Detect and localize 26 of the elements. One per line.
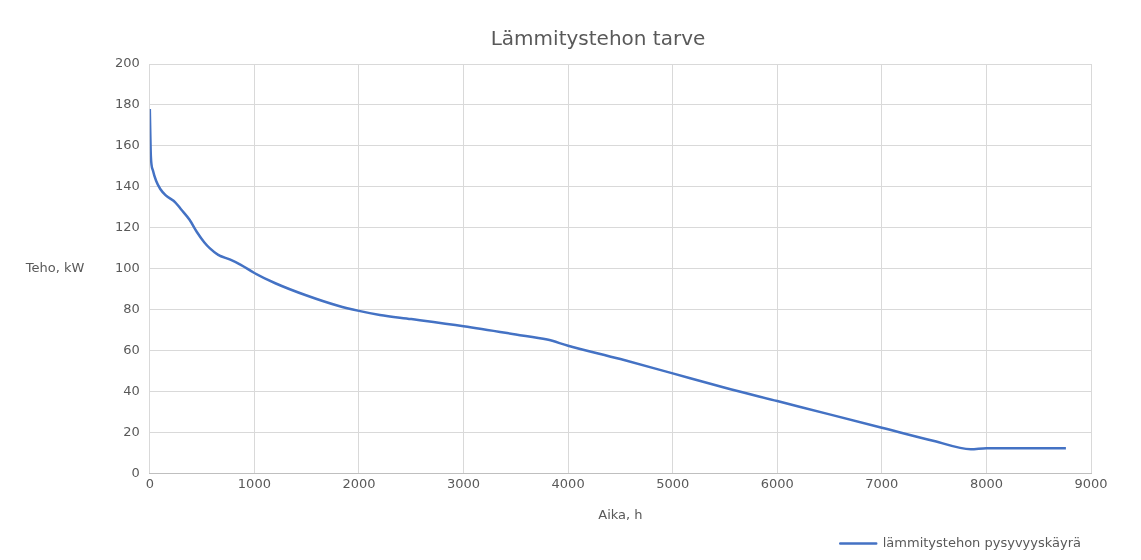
- y-tick-label: 80: [123, 301, 140, 317]
- x-tick-label: 6000: [760, 475, 794, 491]
- y-tick-label: 180: [114, 96, 140, 112]
- y-tick-label: 200: [114, 55, 140, 71]
- y-tick-label: 160: [114, 137, 140, 153]
- x-tick-label: 0: [145, 475, 154, 491]
- x-tick-label: 5000: [656, 475, 690, 491]
- x-tick-label: 7000: [865, 475, 899, 491]
- x-tick-label: 9000: [1074, 475, 1108, 491]
- chart-title: Lämmitystehon tarve: [490, 26, 706, 51]
- x-tick-label: 3000: [447, 475, 481, 491]
- y-tick-label: 60: [123, 342, 140, 358]
- y-tick-label: 100: [114, 260, 140, 276]
- x-tick-label: 2000: [342, 475, 376, 491]
- y-tick-label: 20: [123, 424, 140, 440]
- line-series: [149, 107, 1068, 451]
- y-tick-label: 0: [131, 465, 140, 481]
- x-axis-title: Aika, h: [598, 506, 643, 522]
- y-tick-label: 140: [114, 178, 140, 194]
- x-tick-label: 1000: [237, 475, 271, 491]
- x-tick-label: 8000: [969, 475, 1003, 491]
- legend-label: lämmitystehon pysyvyyskäyrä: [882, 534, 1082, 550]
- x-tick-label: 4000: [551, 475, 585, 491]
- y-axis-title: Teho, kW: [24, 260, 85, 276]
- y-tick-label: 120: [114, 219, 140, 235]
- y-tick-label: 40: [123, 383, 140, 399]
